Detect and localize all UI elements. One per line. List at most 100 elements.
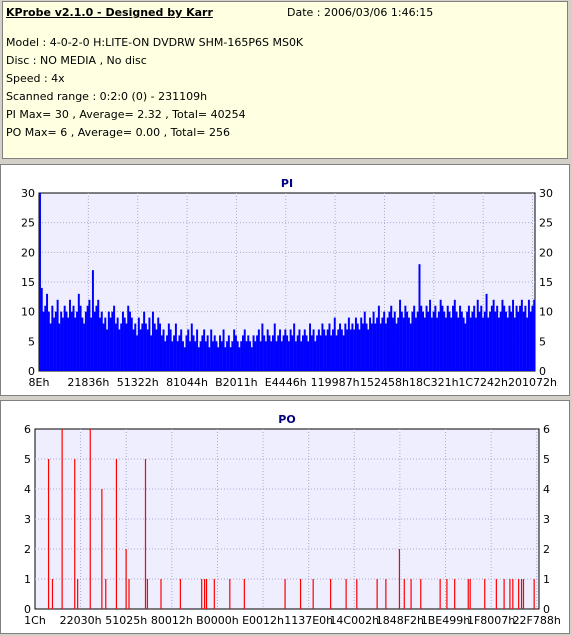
pi-bar [233,329,236,371]
pi-bar [446,305,449,371]
pi-bar [399,299,402,371]
pi-bar [162,329,165,371]
po-x-tick: 1F8007h [467,614,515,627]
pi-bar [443,311,446,371]
pi-bar [180,329,183,371]
po-x-tick: 1137E0h [284,614,333,627]
pi-bar [47,311,50,371]
pi-x-tick: 152458h [360,376,409,389]
pi-bar [189,341,192,371]
pi-bar [512,299,515,371]
pi-bar [270,341,273,371]
pi-bar [330,335,333,371]
po-x-tick: E0012h [242,614,284,627]
pi-bar [46,293,49,371]
pi-bar [422,311,424,371]
po-x-tick: 1848F2h [376,614,424,627]
pi-bar [286,335,289,371]
pi-bar [414,317,417,371]
pi-bar [404,305,407,371]
pi-bar [106,329,109,371]
pi-bar [510,311,513,371]
pi-bar [328,323,331,371]
pi-bar [302,335,304,371]
pi-bar [266,329,269,371]
pi-bar [240,341,243,371]
pi-bar [395,323,398,371]
pi-bar [150,335,153,371]
pi-bar [241,335,244,371]
pi-bar [93,311,96,371]
pi-bar [77,293,80,371]
pi-bar [309,323,312,371]
pi-bar [83,323,86,371]
pi-bar [455,311,458,371]
pi-bar [213,335,216,371]
pi-y-tick-left: 15 [21,276,35,289]
po-x-tick: 1Ch [24,614,46,627]
pi-bar [134,323,137,371]
pi-x-tick: 51322h [117,376,159,389]
po-chart-panel: PO 0 0 1 1 2 2 3 3 4 4 5 5 6 6 1Ch 22030h 51025h 80012h B00… [0,400,570,634]
pi-bar [236,341,239,371]
pi-bar [217,347,220,371]
po-x-tick: 1BE499h [421,614,470,627]
pi-x-tick: 18C321h [409,376,459,389]
pi-bar [88,299,91,371]
pi-bar [104,317,107,371]
pi-bar [441,305,444,371]
pi-bar [316,335,319,371]
pi-bar [413,305,416,371]
pi-bar [423,317,426,371]
pi-bar [208,347,211,371]
pi-bar [164,341,167,371]
pi-bar [176,341,179,371]
pi-bar [483,311,486,371]
pi-bar [111,311,114,371]
info-line-range: Scanned range : 0:2:0 (0) - 231109h [6,90,208,103]
pi-chart-panel: PI 0 0 5 5 10 10 15 15 20 20 25 25 30 30 8Eh 21836h 51322… [0,164,570,396]
info-line-disc: Disc : NO MEDIA , No disc [6,54,147,67]
po-y-tick-right: 1 [543,573,550,586]
pi-y-tick-left: 20 [21,246,35,259]
pi-bar [531,305,534,371]
pi-y-tick-right: 15 [539,276,553,289]
pi-bar [139,329,142,371]
pi-bar [185,335,188,371]
pi-bar [346,329,349,371]
pi-bar [257,329,260,371]
po-y-tick-left: 3 [24,513,31,526]
pi-bar [289,329,292,371]
pi-bar [84,311,87,371]
pi-bar [363,311,366,371]
pi-bar [425,305,428,371]
pi-bar [317,329,320,371]
pi-chart: PI 0 0 5 5 10 10 15 15 20 20 25 25 30 30 8Eh 21836h 51322… [21,177,557,389]
pi-bar [513,317,516,371]
pi-bar [360,317,363,371]
pi-bar [489,311,492,371]
pi-bar [388,311,391,371]
pi-bar [347,317,350,371]
pi-bar [190,323,193,371]
pi-bar [467,305,470,371]
pi-bar [210,329,213,371]
pi-bar [220,341,223,371]
pi-bar [284,329,287,371]
pi-y-tick-left: 10 [21,306,35,319]
pi-bar [478,311,481,371]
pi-bar [125,323,128,371]
pi-bar [397,317,400,371]
pi-bar [97,299,100,371]
pi-bar [58,323,61,371]
pi-bar [367,329,370,371]
pi-bar [487,317,490,371]
pi-bar [390,305,393,371]
pi-bar [524,305,527,371]
pi-bar [504,311,507,371]
pi-bar [356,323,359,371]
pi-bar [86,305,89,371]
pi-bar [349,329,352,371]
pi-bar [411,311,414,371]
pi-bar [291,335,294,371]
